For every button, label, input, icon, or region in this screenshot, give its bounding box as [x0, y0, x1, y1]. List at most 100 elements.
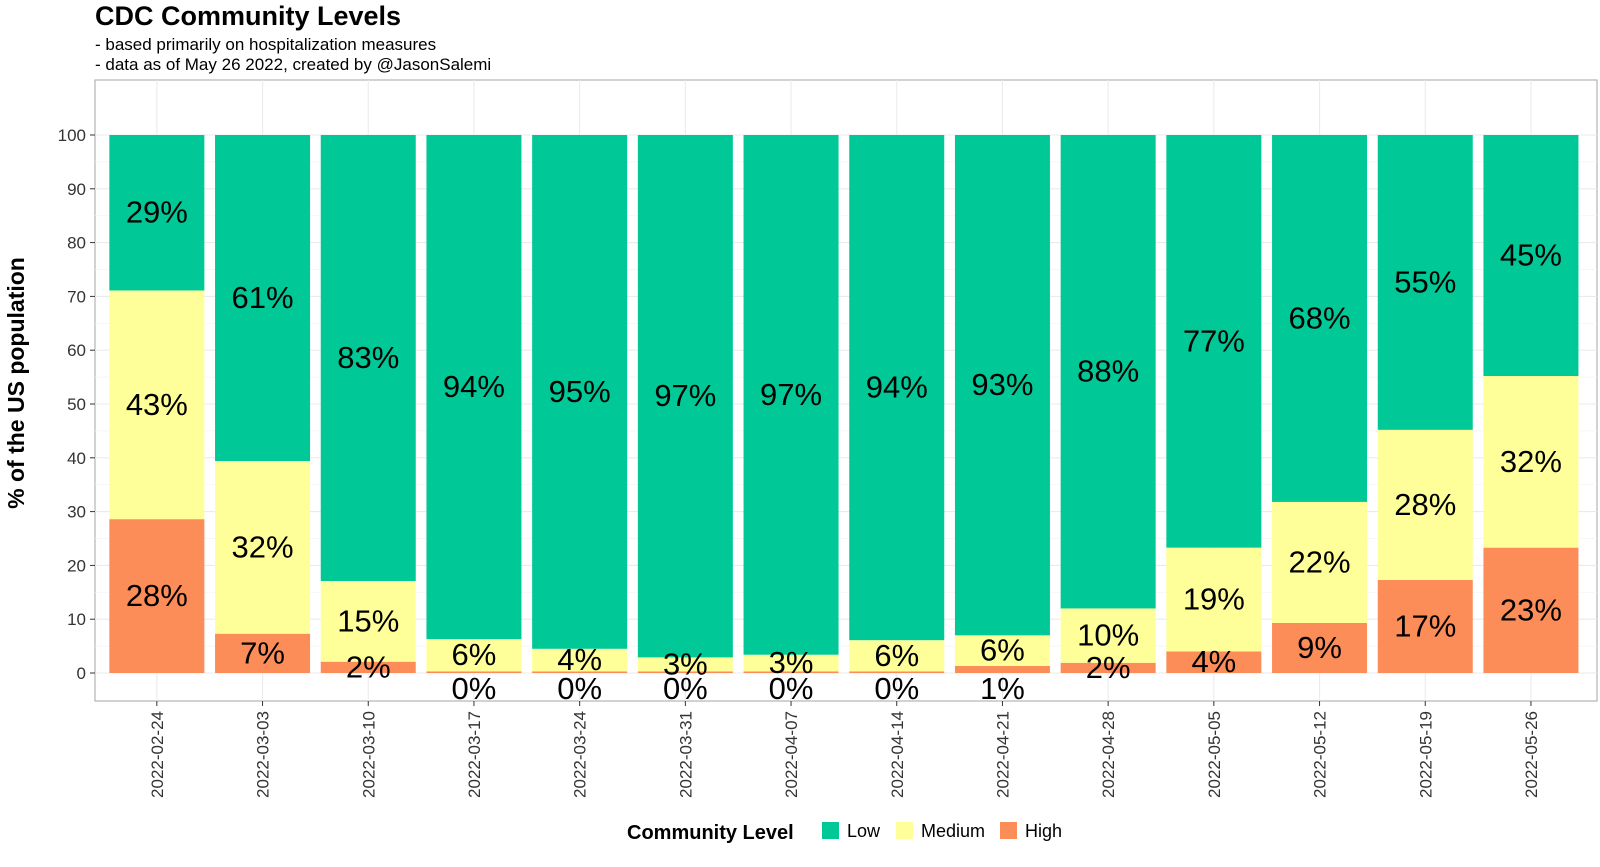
x-tick-label: 2022-03-03: [254, 711, 273, 798]
y-tick-label: 100: [58, 126, 86, 145]
y-tick-label: 10: [67, 610, 86, 629]
bar-low-2022-03-31: [637, 135, 733, 658]
data-label-high-2022-03-10: 2%: [346, 649, 391, 684]
bar-medium-2022-05-19: [1377, 429, 1473, 580]
bar-low-2022-03-10: [320, 135, 416, 582]
bar-high-2022-05-12: [1272, 622, 1368, 673]
data-label-high-2022-05-19: 17%: [1394, 608, 1456, 643]
x-tick-label: 2022-05-19: [1416, 711, 1435, 798]
data-label-low-2022-04-14: 94%: [866, 370, 928, 405]
bar-high-2022-05-26: [1483, 547, 1579, 673]
bar-medium-2022-02-24: [109, 290, 205, 520]
data-label-high-2022-04-07: 0%: [769, 671, 814, 706]
data-label-high-2022-03-17: 0%: [452, 671, 497, 706]
data-label-medium-2022-05-05: 19%: [1183, 582, 1245, 617]
legend-key-medium: [896, 822, 913, 839]
bar-high-2022-05-05: [1166, 651, 1262, 673]
bar-high-2022-03-31: [637, 671, 733, 673]
bar-high-2022-05-19: [1377, 579, 1473, 673]
bar-medium-2022-03-03: [215, 461, 311, 634]
bar-high-2022-04-21: [954, 666, 1050, 673]
x-tick-label: 2022-03-10: [359, 711, 378, 798]
bar-medium-2022-04-21: [954, 635, 1050, 667]
plot-panel-border: [94, 79, 1598, 702]
data-label-high-2022-05-26: 23%: [1500, 592, 1562, 627]
bar-medium-2022-05-05: [1166, 547, 1262, 652]
bar-high-2022-03-10: [320, 661, 416, 673]
data-label-low-2022-05-19: 55%: [1394, 264, 1456, 299]
chart-subtitle-line-2: - data as of May 26 2022, created by @Ja…: [95, 55, 491, 74]
data-label-medium-2022-03-17: 6%: [452, 637, 497, 672]
bar-medium-2022-03-17: [426, 639, 522, 672]
data-label-high-2022-03-31: 0%: [663, 671, 708, 706]
bar-low-2022-05-05: [1166, 135, 1262, 548]
legend-label-high: High: [1025, 821, 1062, 841]
data-label-low-2022-04-21: 93%: [971, 367, 1033, 402]
data-label-low-2022-03-31: 97%: [654, 378, 716, 413]
legend-title: Community Level: [627, 822, 794, 844]
x-tick-label: 2022-05-26: [1522, 711, 1541, 798]
y-tick-label: 40: [67, 449, 86, 468]
bar-medium-2022-05-26: [1483, 376, 1579, 548]
data-label-medium-2022-04-14: 6%: [874, 638, 919, 673]
y-tick-label: 80: [67, 234, 86, 253]
bar-medium-2022-04-07: [743, 654, 839, 672]
x-tick-label: 2022-04-28: [1099, 711, 1118, 798]
bar-low-2022-05-12: [1272, 135, 1368, 502]
x-tick-label: 2022-02-24: [148, 711, 167, 798]
data-label-medium-2022-05-26: 32%: [1500, 444, 1562, 479]
data-label-high-2022-03-24: 0%: [557, 671, 602, 706]
bar-low-2022-04-07: [743, 135, 839, 655]
bar-medium-2022-03-31: [637, 657, 733, 672]
bar-high-2022-03-17: [426, 671, 522, 673]
data-label-medium-2022-02-24: 43%: [126, 387, 188, 422]
y-tick-label: 90: [67, 180, 86, 199]
chart-title: CDC Community Levels: [95, 1, 401, 31]
data-label-high-2022-05-12: 9%: [1297, 630, 1342, 665]
bar-low-2022-03-17: [426, 135, 522, 640]
bar-low-2022-02-24: [109, 135, 205, 291]
bar-high-2022-03-03: [215, 633, 311, 673]
plot-area: 0 10 20 30 40 50 60 70 80 90 100 2022-02-24 2022-03-…: [58, 79, 1598, 798]
data-label-low-2022-05-05: 77%: [1183, 323, 1245, 358]
x-tick-label: 2022-03-31: [676, 711, 695, 798]
legend-label-low: Low: [847, 821, 881, 841]
data-label-medium-2022-03-03: 32%: [232, 529, 294, 564]
bar-medium-2022-03-24: [532, 648, 628, 672]
bar-medium-2022-03-10: [320, 581, 416, 662]
bar-medium-2022-04-14: [849, 640, 945, 672]
x-tick-label: 2022-05-05: [1205, 711, 1224, 798]
data-label-medium-2022-03-31: 3%: [663, 646, 708, 681]
bar-high-2022-04-28: [1060, 662, 1156, 673]
legend-key-low: [822, 822, 839, 839]
bar-low-2022-05-26: [1483, 135, 1579, 377]
data-label-low-2022-03-24: 95%: [549, 374, 611, 409]
bar-high-2022-02-24: [109, 519, 205, 673]
data-label-medium-2022-04-07: 3%: [769, 645, 814, 680]
x-tick-label: 2022-03-24: [571, 711, 590, 798]
data-label-medium-2022-04-28: 10%: [1077, 618, 1139, 653]
x-tick-label: 2022-03-17: [465, 711, 484, 798]
legend-label-medium: Medium: [921, 821, 985, 841]
data-label-medium-2022-05-19: 28%: [1394, 487, 1456, 522]
bar-high-2022-03-24: [532, 671, 628, 673]
data-label-medium-2022-05-12: 22%: [1289, 544, 1351, 579]
data-label-high-2022-04-21: 1%: [980, 671, 1025, 706]
x-tick-label: 2022-04-07: [782, 711, 801, 798]
data-label-high-2022-02-24: 28%: [126, 578, 188, 613]
x-tick-label: 2022-04-21: [993, 711, 1012, 798]
bar-high-2022-04-14: [849, 671, 945, 673]
data-label-low-2022-05-26: 45%: [1500, 238, 1562, 273]
data-label-high-2022-04-28: 2%: [1086, 650, 1131, 685]
data-label-medium-2022-03-24: 4%: [557, 642, 602, 677]
y-tick-label: 50: [67, 395, 86, 414]
legend-key-high: [1000, 822, 1017, 839]
data-label-medium-2022-03-10: 15%: [337, 603, 399, 638]
data-label-low-2022-03-03: 61%: [232, 280, 294, 315]
data-label-high-2022-04-14: 0%: [874, 671, 919, 706]
y-tick-label: 70: [67, 287, 86, 306]
data-label-low-2022-02-24: 29%: [126, 195, 188, 230]
data-label-low-2022-03-17: 94%: [443, 369, 505, 404]
